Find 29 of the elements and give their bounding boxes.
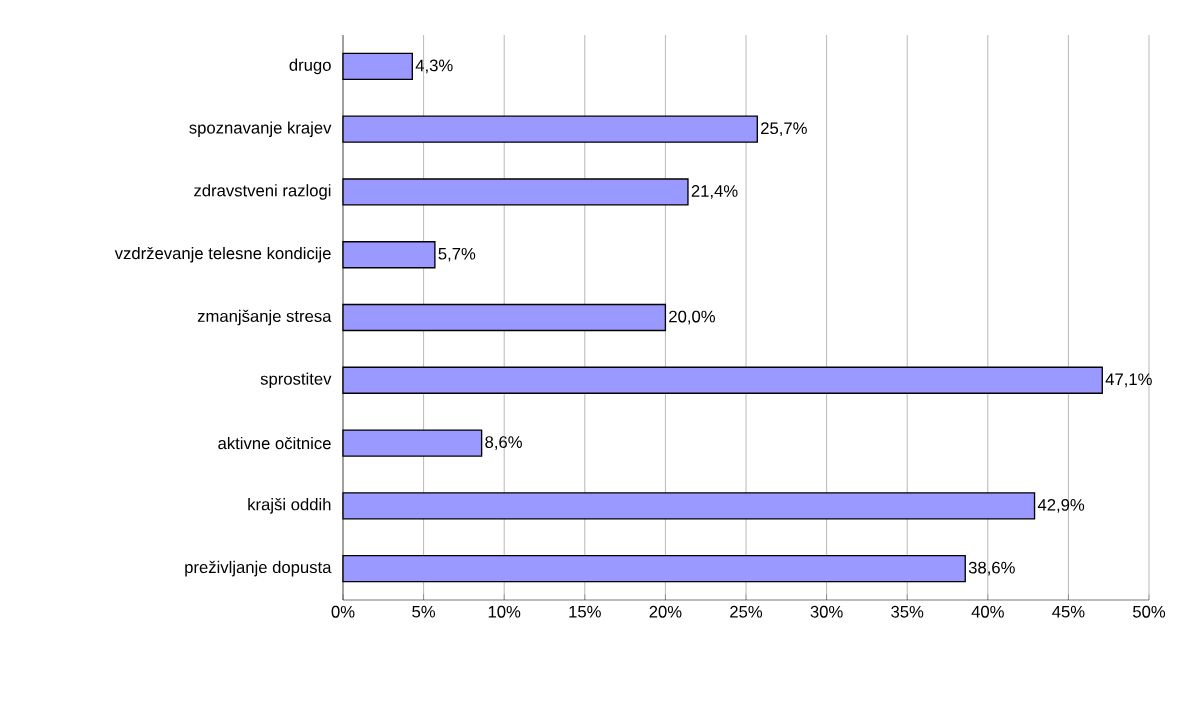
x-tick-label: 0%: [331, 605, 355, 618]
data-label: 4,3%: [415, 59, 453, 74]
x-tick-label: 50%: [1133, 605, 1166, 618]
data-label: 21,4%: [691, 185, 738, 199]
x-tick-label: 10%: [488, 605, 521, 618]
x-tick-label: 45%: [1052, 605, 1085, 618]
y-tick-label: vzdrževanje telesne kondicije: [114, 246, 331, 263]
y-tick-label: sprostitev: [260, 372, 332, 389]
y-tick-label: zmanjšanje stresa: [197, 309, 332, 326]
data-label: 42,9%: [1037, 498, 1085, 513]
x-tick-label: 20%: [649, 605, 682, 618]
data-label: 47,1%: [1105, 373, 1152, 388]
y-tick-label: zdravstveni razlogi: [194, 184, 331, 200]
x-tick-label: 5%: [412, 605, 436, 618]
data-label: 25,7%: [761, 122, 807, 137]
x-tick-label: 15%: [569, 605, 601, 618]
y-tick-label: drugo: [289, 58, 331, 75]
y-tick-label: krajši oddih: [248, 498, 331, 514]
data-label: 8,6%: [485, 436, 522, 450]
y-tick-label: aktivne očitnice: [218, 436, 331, 450]
data-label: 5,7%: [438, 247, 476, 262]
data-label: 20,0%: [669, 310, 715, 325]
y-tick-label: preživljanje dopusta: [185, 560, 332, 577]
x-tick-label: 25%: [730, 605, 763, 618]
x-tick-label: 30%: [810, 605, 843, 618]
x-tick-label: 35%: [891, 605, 924, 618]
y-tick-label: spoznavanje krajev: [189, 121, 332, 137]
data-label: 38,6%: [968, 561, 1015, 576]
x-tick-label: 40%: [971, 605, 1004, 618]
